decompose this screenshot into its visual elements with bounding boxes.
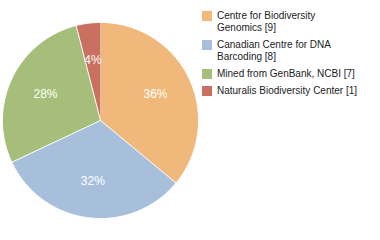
svg-text:4%: 4% (84, 53, 102, 67)
html-text:Mined from GenBank, NCBI [7]: Mined from GenBank, NCBI [7] (217, 68, 355, 79)
svg-text:28%: 28% (33, 87, 57, 101)
html-text:Naturalis Biodiversity Center: Naturalis Biodiversity Center [1] (217, 85, 358, 96)
html-text:Canadian Centre for DNA Barcod: Canadian Centre for DNA Barcoding [8] (217, 39, 331, 62)
svg-text:36%: 36% (143, 87, 167, 101)
svg-text:32%: 32% (81, 174, 105, 188)
html-text:Centre for Biodiversity Genomi: Centre for Biodiversity Genomics [9] (217, 10, 316, 33)
